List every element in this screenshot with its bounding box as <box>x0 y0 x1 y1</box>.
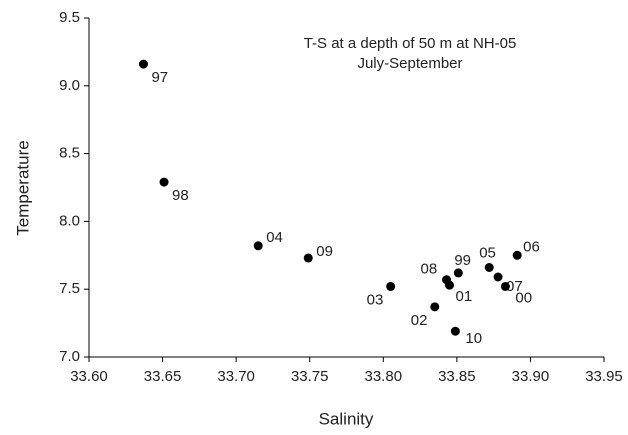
point-label: 00 <box>515 289 532 306</box>
point-label: 09 <box>316 243 333 260</box>
point <box>159 177 169 187</box>
x-axis-title: Salinity <box>319 409 374 428</box>
x-tick-label: 33.80 <box>365 368 403 385</box>
point-label: 06 <box>523 238 540 255</box>
point <box>138 59 148 69</box>
x-tick-label: 33.75 <box>291 368 329 385</box>
y-axis-title: Temperature <box>13 140 32 235</box>
point <box>253 241 263 251</box>
chart-title: T-S at a depth of 50 m at NH-05 <box>304 35 517 52</box>
point <box>450 326 460 336</box>
point <box>453 268 463 278</box>
point-label: 97 <box>151 69 168 86</box>
chart-subtitle: July-September <box>357 55 462 72</box>
y-tick-label: 8.5 <box>59 145 80 162</box>
y-tick-label: 9.0 <box>59 77 80 94</box>
x-tick-label: 33.90 <box>512 368 550 385</box>
point <box>484 263 494 273</box>
x-tick-label: 33.95 <box>585 368 623 385</box>
point <box>445 280 454 290</box>
point-label: 04 <box>266 229 283 246</box>
y-tick-label: 8.0 <box>59 212 80 229</box>
point-label: 03 <box>367 291 384 308</box>
point <box>493 272 503 282</box>
point-label: 99 <box>454 252 471 269</box>
y-tick-label: 7.0 <box>59 348 80 365</box>
point <box>500 281 510 291</box>
y-tick-label: 7.5 <box>59 280 80 297</box>
x-tick-label: 33.85 <box>438 368 476 385</box>
y-tick-label: 9.5 <box>59 9 80 26</box>
point <box>430 302 440 312</box>
point <box>386 281 396 291</box>
point-label: 01 <box>456 288 473 305</box>
x-tick-label: 33.60 <box>70 368 108 385</box>
point <box>303 253 313 263</box>
point-label: 08 <box>421 261 438 278</box>
point-label: 98 <box>172 187 189 204</box>
x-tick-label: 33.65 <box>144 368 182 385</box>
point-label: 07 <box>506 278 523 295</box>
point <box>512 250 522 260</box>
x-tick-label: 33.70 <box>217 368 255 385</box>
point-label: 02 <box>411 312 428 329</box>
point-label: 05 <box>479 244 496 261</box>
point-label: 10 <box>465 330 482 347</box>
